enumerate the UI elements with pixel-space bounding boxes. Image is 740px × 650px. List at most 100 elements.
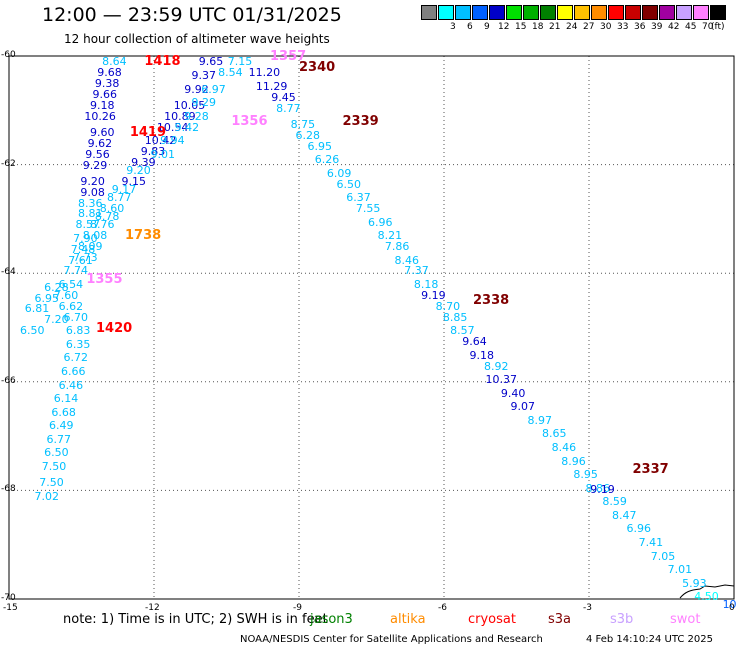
- wave-height-value: 4.50: [694, 590, 719, 604]
- wave-height-value: 10: [722, 598, 737, 612]
- legend-label: 27: [583, 22, 595, 32]
- legend-swatch: [489, 5, 505, 20]
- wave-height-value: 7.05: [650, 549, 676, 563]
- legend-swatch: [625, 5, 641, 20]
- satellite-legend-item: s3a: [548, 612, 572, 627]
- wave-height-value: 9.65: [198, 55, 224, 69]
- legend-label: 24: [566, 22, 578, 32]
- latitude-label: -68: [1, 484, 16, 495]
- wave-height-value: 7.50: [39, 476, 64, 490]
- legend-swatch: [591, 5, 607, 20]
- wave-height-value: 8.60: [99, 202, 125, 216]
- wave-height-value: 6.95: [307, 139, 333, 153]
- wave-height-value: 6.72: [63, 351, 88, 365]
- wave-height-value: 6.46: [58, 378, 84, 392]
- pass-time-label: 2338: [473, 293, 510, 309]
- note-text: note: 1) Time is in UTC; 2) SWH is in fe…: [63, 612, 328, 627]
- wave-height-value: 9.42: [174, 120, 200, 134]
- satellite-legend-item: s3b: [610, 612, 634, 627]
- wave-height-value: 9.08: [80, 185, 105, 199]
- wave-height-value: 6.09: [326, 166, 352, 180]
- legend-swatch: [523, 5, 539, 20]
- wave-height-value: 9.40: [500, 386, 526, 400]
- pass-time-label: 1357: [270, 49, 307, 64]
- wave-height-value: 6.26: [314, 153, 340, 167]
- legend-label: 42: [668, 22, 680, 32]
- wave-height-value: 8.64: [102, 55, 127, 69]
- wave-height-value: 6.50: [19, 324, 45, 338]
- wave-height-value: 8.77: [276, 101, 301, 115]
- legend-swatch: [693, 5, 709, 20]
- wave-height-value: 8.97: [527, 413, 552, 427]
- wave-height-value: 8.76: [90, 218, 115, 232]
- wave-height-value: 8.47: [612, 508, 637, 522]
- wave-height-value: 9.01: [150, 147, 175, 161]
- map-plot: [8, 55, 735, 600]
- longitude-label: 0: [729, 603, 735, 613]
- wave-height-value: 6.68: [51, 405, 76, 419]
- legend-swatch: [557, 5, 573, 20]
- longitude-label: -3: [583, 603, 592, 613]
- wave-height-value: 9.94: [160, 134, 185, 148]
- wave-height-value: 8.92: [483, 359, 509, 373]
- wave-height-value: 6.28: [44, 280, 69, 294]
- wave-height-value: 6.14: [53, 392, 79, 406]
- wave-height-value: 9.92: [184, 82, 209, 96]
- satellite-legend-item: swot: [670, 612, 701, 627]
- wave-height-value: 8.21: [377, 229, 403, 243]
- legend-label: 70: [702, 22, 714, 32]
- wave-height-value: 9.64: [462, 335, 487, 349]
- pass-time-label: 2337: [632, 461, 669, 477]
- pass-time-label: 1418: [144, 54, 181, 70]
- wave-height-value: 7.41: [638, 535, 664, 549]
- latitude-label: -70: [1, 593, 16, 603]
- map-title: 12:00 — 23:59 UTC 01/31/2025: [42, 4, 342, 26]
- wave-height-value: 8.18: [413, 278, 439, 292]
- wave-height-value: 6.49: [48, 419, 74, 433]
- wave-height-value: 9.18: [469, 348, 494, 362]
- wave-height-value: 10.05: [173, 98, 206, 112]
- legend-swatch: [710, 5, 726, 20]
- map-subtitle: 12 hour collection of altimeter wave hei…: [64, 32, 330, 46]
- legend-label: 21: [549, 22, 561, 32]
- wave-height-value: 6.77: [46, 432, 72, 446]
- wave-height-value: 9.68: [97, 66, 122, 80]
- wave-height-value: 8.75: [290, 117, 316, 131]
- wave-height-value: 8.09: [77, 240, 103, 254]
- legend-label: 30: [600, 22, 612, 32]
- legend-swatch: [574, 5, 590, 20]
- wave-height-value: 9.07: [510, 400, 536, 414]
- wave-height-value: 7.48: [70, 242, 96, 256]
- legend-swatch: [455, 5, 471, 20]
- longitude-label: -6: [438, 603, 447, 613]
- wave-height-value: 9.17: [111, 183, 137, 197]
- wave-height-value: 7.74: [63, 264, 88, 278]
- wave-height-value: 8.46: [551, 440, 577, 454]
- wave-height-value: 6.81: [24, 302, 50, 316]
- wave-height-value: 7.15: [227, 55, 253, 69]
- longitude-label: -15: [3, 603, 18, 613]
- legend-label: 12: [498, 22, 510, 32]
- legend-swatch: [676, 5, 692, 20]
- wave-height-value: 7.60: [53, 288, 79, 302]
- wave-height-value: 7.02: [34, 489, 59, 503]
- wave-height-value: 7.37: [404, 264, 429, 278]
- legend-label: 3: [450, 22, 456, 32]
- pass-time-label: 1356: [231, 114, 268, 130]
- wave-height-value: 6.35: [65, 337, 91, 351]
- latitude-label: -62: [1, 158, 16, 169]
- legend-swatch: [421, 5, 437, 20]
- wave-height-value: 6.97: [201, 82, 226, 96]
- pass-time-label: 1419: [129, 125, 167, 141]
- wave-height-value: 8.81: [77, 207, 103, 221]
- wave-height-value: 9.29: [82, 158, 108, 172]
- wave-height-value: 11.20: [248, 66, 281, 80]
- wave-height-value: 9.62: [87, 136, 113, 150]
- wave-height-value: 6.66: [61, 364, 86, 378]
- pass-time-label: 1420: [96, 320, 133, 336]
- legend-label: 18: [532, 22, 544, 32]
- credit-text: NOAA/NESDIS Center for Satellite Applica…: [240, 634, 543, 645]
- latitude-label: -60: [1, 50, 16, 60]
- wave-height-value: 8.59: [602, 495, 627, 509]
- satellite-legend-item: altika: [390, 612, 426, 627]
